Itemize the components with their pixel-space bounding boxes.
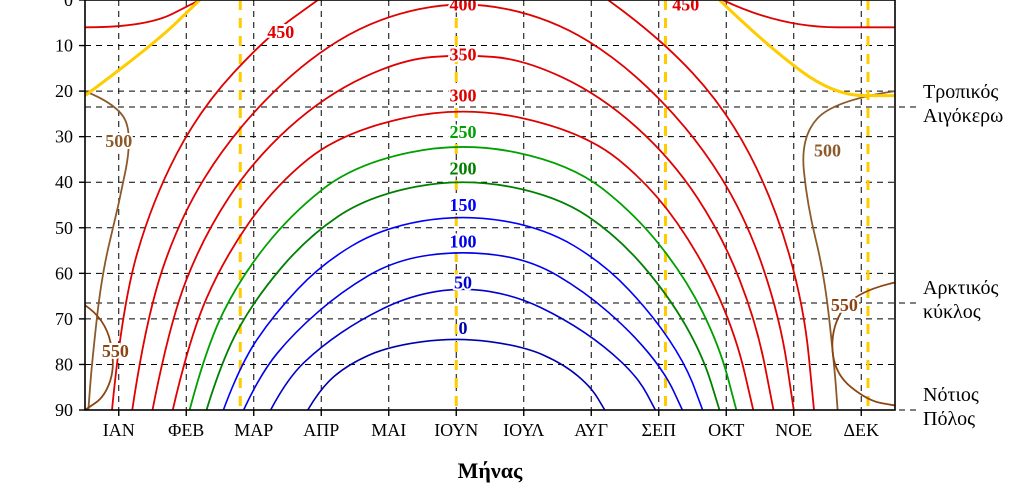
y-tick-label: 60: [55, 263, 73, 283]
x-tick-label: ΙΑΝ: [103, 420, 135, 440]
x-tick-label: ΑΥΓ: [574, 420, 608, 440]
contour-label: 150: [450, 195, 477, 215]
y-tick-label: 70: [55, 309, 73, 329]
y-tick-label: 80: [55, 354, 73, 374]
contour-label: 350: [450, 45, 477, 65]
ref-label: κύκλος: [923, 301, 981, 323]
y-tick-label: 50: [55, 218, 73, 238]
y-tick-label: 90: [55, 400, 73, 420]
x-tick-label: ΙΟΥΛ: [503, 420, 544, 440]
chart-svg: 0 10 20 30 40 50 60 70 80 90 ΙΑΝ ΦΕΒ ΜΑΡ ΑΠΡ ΜΑΙ ΙΟΥΝ ΙΟ…: [0, 0, 1024, 500]
y-tick-label: 30: [55, 127, 73, 147]
contour-label: 200: [450, 159, 477, 179]
x-tick-label: ΔΕΚ: [843, 420, 879, 440]
x-tick-label: ΦΕΒ: [168, 420, 204, 440]
x-tick-label: ΜΑΙ: [371, 420, 406, 440]
x-axis-title: Μήνας: [458, 458, 523, 483]
insolation-contour-chart: 0 10 20 30 40 50 60 70 80 90 ΙΑΝ ΦΕΒ ΜΑΡ ΑΠΡ ΜΑΙ ΙΟΥΝ ΙΟ…: [0, 0, 1024, 500]
contour-label: 400: [450, 0, 477, 15]
contour-label: 300: [450, 86, 477, 106]
contour-label: 50: [454, 272, 472, 292]
y-tick-label: 20: [55, 81, 73, 101]
ref-label: Τροπικός: [923, 81, 998, 103]
ref-label: Αρκτικός: [923, 277, 999, 299]
y-tick-label: 0: [64, 0, 73, 10]
x-tick-label: ΙΟΥΝ: [434, 420, 478, 440]
contour-label: 550: [831, 295, 858, 315]
y-tick-label: 40: [55, 172, 73, 192]
x-tick-label: ΣΕΠ: [642, 420, 676, 440]
ref-label: Πόλος: [923, 408, 975, 430]
x-tick-label: ΑΠΡ: [303, 420, 339, 440]
contour-label: 450: [267, 22, 294, 42]
plot-bg: [85, 0, 895, 410]
contour-label: 100: [450, 231, 477, 251]
contour-label: 250: [450, 122, 477, 142]
contour-label: 500: [105, 131, 132, 151]
contour-label: 500: [814, 140, 841, 160]
contour-label: 0: [459, 318, 468, 338]
x-tick-label: ΝΟΕ: [775, 420, 812, 440]
y-tick-label: 10: [55, 36, 73, 56]
contour-label: 450: [672, 0, 699, 15]
ref-label: Νότιος: [923, 384, 979, 406]
x-tick-label: ΜΑΡ: [234, 420, 273, 440]
x-tick-label: ΟΚΤ: [708, 420, 744, 440]
contour-label: 550: [102, 341, 129, 361]
ref-label: Αιγόκερω: [923, 105, 1003, 127]
